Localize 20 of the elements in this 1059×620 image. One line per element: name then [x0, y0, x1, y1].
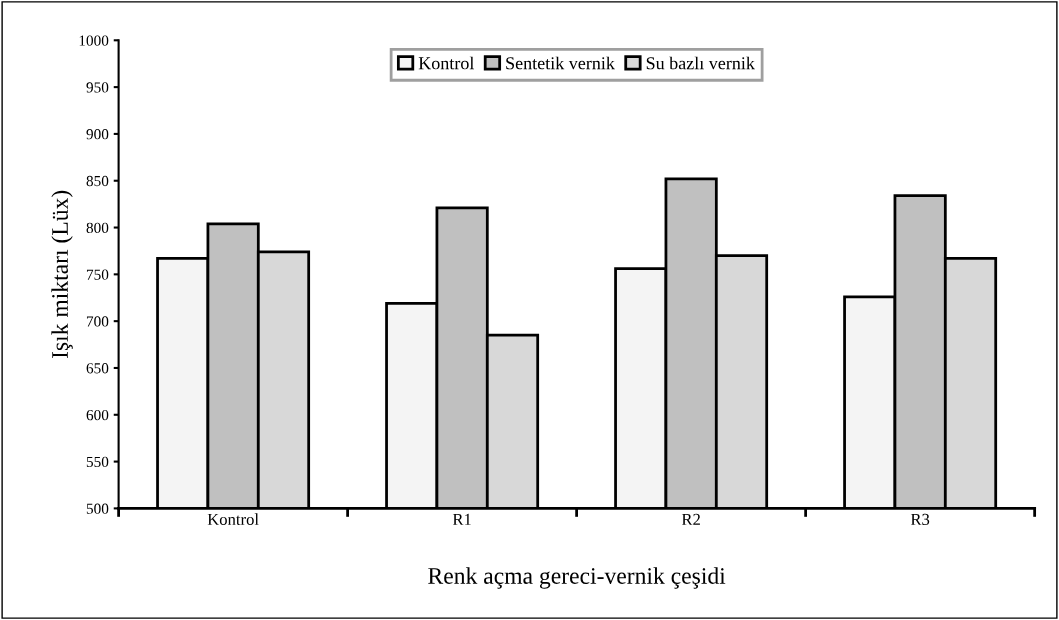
x-tick-label: R3	[910, 513, 930, 525]
y-tick-label: 850	[86, 175, 109, 187]
y-tick-label: 1000	[79, 35, 109, 46]
y-tick-label: 900	[86, 129, 109, 140]
y-tick-label: 550	[86, 456, 109, 468]
y-tick-label: 600	[86, 409, 109, 421]
y-axis-title: Işık miktarı (Lüx)	[51, 190, 73, 359]
y-tick-label: 500	[86, 503, 109, 514]
x-tick-label: Kontrol	[207, 513, 259, 525]
y-tick-label: 700	[86, 316, 109, 327]
legend-label: Su bazlı vernik	[646, 56, 755, 70]
x-axis-title: Renk açma gereci-vernik çeşidi	[428, 567, 726, 589]
x-tick-label: R1	[452, 513, 471, 525]
y-tick-label: 800	[86, 222, 109, 233]
y-tick-label: 650	[86, 363, 109, 374]
y-tick-label: 950	[86, 82, 109, 93]
y-tick-label: 750	[86, 269, 109, 280]
legend-label: Sentetik vernik	[506, 56, 615, 70]
x-tick-label: R2	[681, 513, 700, 525]
legend-label: Kontrol	[418, 56, 475, 70]
